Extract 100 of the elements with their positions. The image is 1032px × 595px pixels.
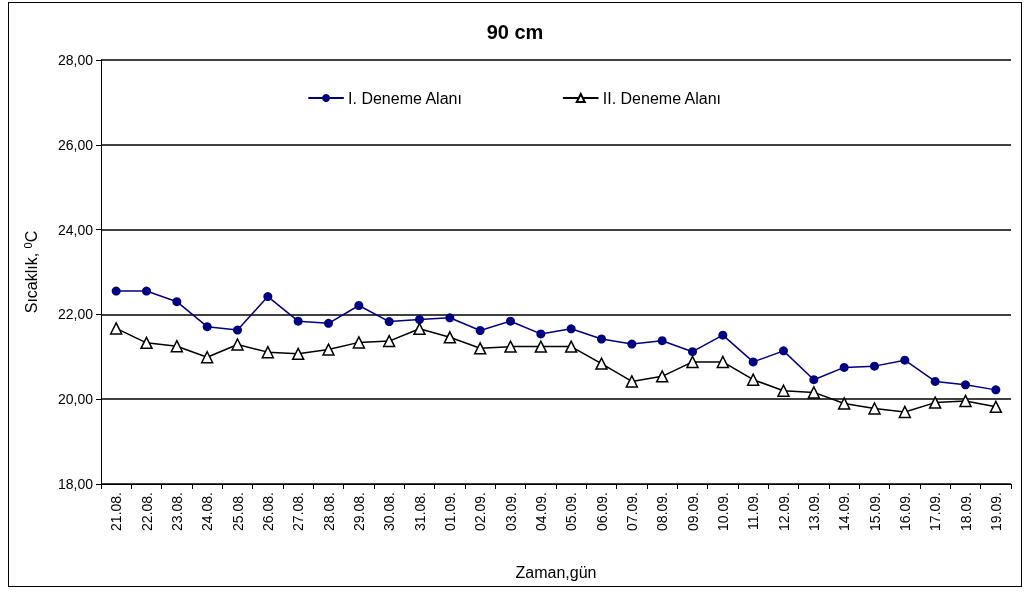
point [930,376,940,386]
point [898,405,912,419]
x-tick-label: 03.09. [502,492,519,531]
point [140,336,153,350]
x-tick-label: 28.08. [320,492,337,531]
x-tick-label: 12.09. [775,492,792,531]
point [263,292,273,302]
point [475,326,485,336]
x-tick-label: 18.09. [957,492,974,531]
x-tick-label: 09.09. [684,492,701,531]
point [566,324,576,334]
x-tick-label: 15.09. [866,492,883,531]
point [445,313,455,323]
point [564,340,578,353]
x-tick-label: 01.09. [441,492,458,531]
point [959,394,972,408]
point [111,286,121,296]
point [807,386,821,399]
x-tick-label: 05.09. [563,492,580,531]
x-tick-label: 27.08. [290,492,307,531]
point [718,330,728,340]
x-tick-label: 19.09. [987,492,1004,531]
x-tick-label: 31.08. [411,492,428,531]
point [200,350,214,364]
point [109,322,123,335]
point [536,329,546,339]
x-tick-label: 21.08. [108,492,125,531]
legend-label: II. Deneme Alanı [602,89,722,107]
x-tick-label: 30.08. [381,492,398,531]
point [202,322,212,332]
x-axis-title: Zaman,gün [515,563,597,581]
point [142,286,151,296]
x-tick-label: 26.08. [259,492,276,531]
point [473,342,487,355]
point [233,325,242,335]
point [961,380,970,390]
chart-title: 90 cm [486,21,544,43]
point [261,345,275,359]
x-tick-label: 08.09. [654,492,671,531]
point [291,347,305,361]
point [809,375,819,385]
point [415,314,424,324]
point [657,336,667,346]
x-tick-label: 14.09. [836,492,853,531]
y-tick-label: 28,00 [57,52,94,68]
y-tick-label: 22,00 [57,306,94,323]
point [443,331,457,344]
point [779,346,788,356]
x-tick-label: 10.09. [714,492,731,531]
point [688,347,697,357]
point [870,361,879,371]
x-tick-label: 04.09. [532,492,549,531]
point [655,370,669,383]
y-tick-label: 24,00 [57,221,94,238]
x-tick-label: 22.08. [138,492,155,531]
point [868,402,881,415]
point [900,355,910,365]
point [231,338,244,351]
point [172,297,182,307]
point [354,301,364,310]
point [989,400,1003,414]
point [837,397,851,410]
point [595,357,608,370]
point [382,334,396,348]
x-tick-label: 13.09. [805,492,822,531]
point [352,336,366,349]
point [777,384,790,397]
y-tick-label: 26,00 [57,136,94,153]
point [504,340,517,353]
x-tick-label: 02.09. [472,492,489,531]
point [534,340,548,353]
point [627,339,637,349]
point [748,357,758,367]
point [506,316,515,326]
point [293,316,303,326]
x-tick-label: 29.08. [350,492,367,531]
x-tick-label: 07.09. [623,492,640,531]
x-tick-label: 17.09. [927,492,944,531]
point [746,373,760,386]
y-tick-label: 18,00 [57,476,94,492]
point [991,385,1001,395]
point [928,396,942,409]
x-tick-label: 25.08. [229,492,246,531]
x-tick-label: 06.09. [593,492,610,531]
point [324,318,333,328]
point [597,334,606,344]
point [625,375,639,388]
point [839,362,849,372]
y-tick-label: 20,00 [57,391,94,408]
point [413,322,426,336]
point [716,355,730,369]
x-tick-label: 23.08. [168,492,185,531]
x-tick-label: 24.08. [199,492,216,531]
point [170,339,184,353]
point [322,343,335,356]
x-tick-label: 16.09. [896,492,913,531]
point [384,317,394,327]
point [686,355,699,369]
x-tick-label: 11.09. [745,492,762,530]
legend-label: I. Deneme Alanı [348,89,462,107]
